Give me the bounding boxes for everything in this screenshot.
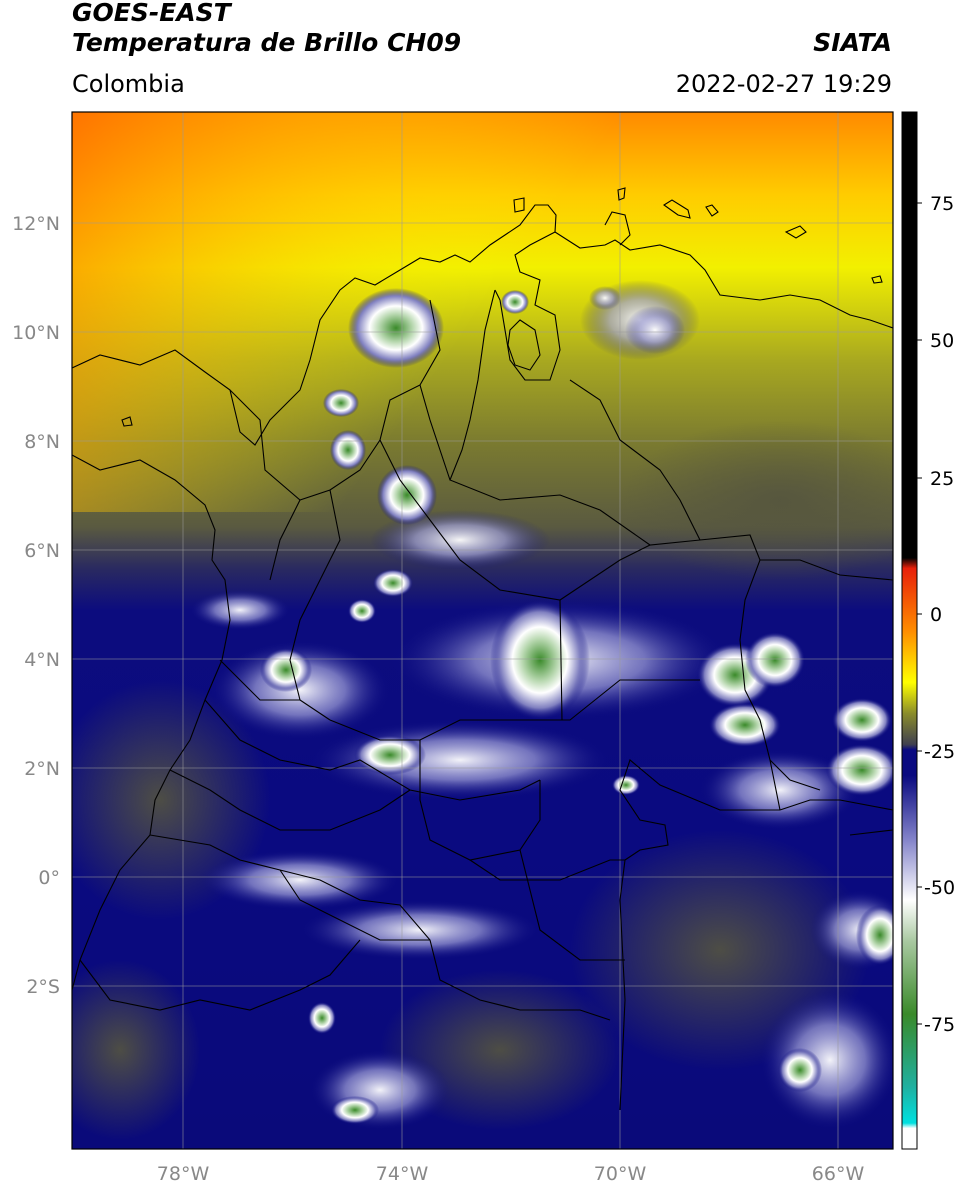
region-label: Colombia: [72, 70, 185, 98]
map-image: [72, 112, 893, 1149]
colorbar-tick-neg50: -50: [924, 877, 955, 899]
colorbar-tick-75: 75: [930, 193, 954, 215]
lon-tick-74w: 74°W: [376, 1163, 429, 1185]
lon-tick-66w: 66°W: [812, 1163, 865, 1185]
lon-tick-78w: 78°W: [157, 1163, 210, 1185]
product-title: Temperatura de Brillo CH09: [72, 28, 462, 57]
lat-tick-10n: 10°N: [12, 322, 60, 344]
lon-tick-labels: 78°W 74°W 70°W 66°W: [157, 1163, 865, 1185]
datetime-label: 2022-02-27 19:29: [675, 70, 892, 98]
lat-tick-4n: 4°N: [24, 649, 60, 671]
colorbar: 75 50 25 0 -25 -50 -75: [901, 111, 955, 1150]
source-label: SIATA: [813, 28, 892, 57]
lat-tick-0: 0°: [38, 867, 60, 889]
satellite-title: GOES-EAST: [72, 0, 231, 27]
lat-tick-2s: 2°S: [26, 976, 60, 998]
graticule: [72, 112, 893, 1149]
lat-tick-2n: 2°N: [24, 758, 60, 780]
lat-tick-6n: 6°N: [24, 540, 60, 562]
lat-tick-8n: 8°N: [24, 431, 60, 453]
colorbar-tick-neg25: -25: [924, 741, 955, 763]
colorbar-tick-0: 0: [930, 604, 942, 626]
map-frame: [71, 111, 894, 1150]
colorbar-tick-50: 50: [930, 330, 954, 352]
colorbar-tick-25: 25: [930, 468, 954, 490]
colorbar-tick-neg75: -75: [924, 1014, 955, 1036]
colorbar-frame: [901, 111, 918, 1150]
political-boundaries: [72, 187, 893, 1111]
colorbar-gradient: [902, 112, 917, 1149]
lat-tick-labels: 12°N 10°N 8°N 6°N 4°N 2°N 0° 2°S: [12, 213, 60, 998]
lon-tick-70w: 70°W: [594, 1163, 647, 1185]
lat-tick-12n: 12°N: [12, 213, 60, 235]
